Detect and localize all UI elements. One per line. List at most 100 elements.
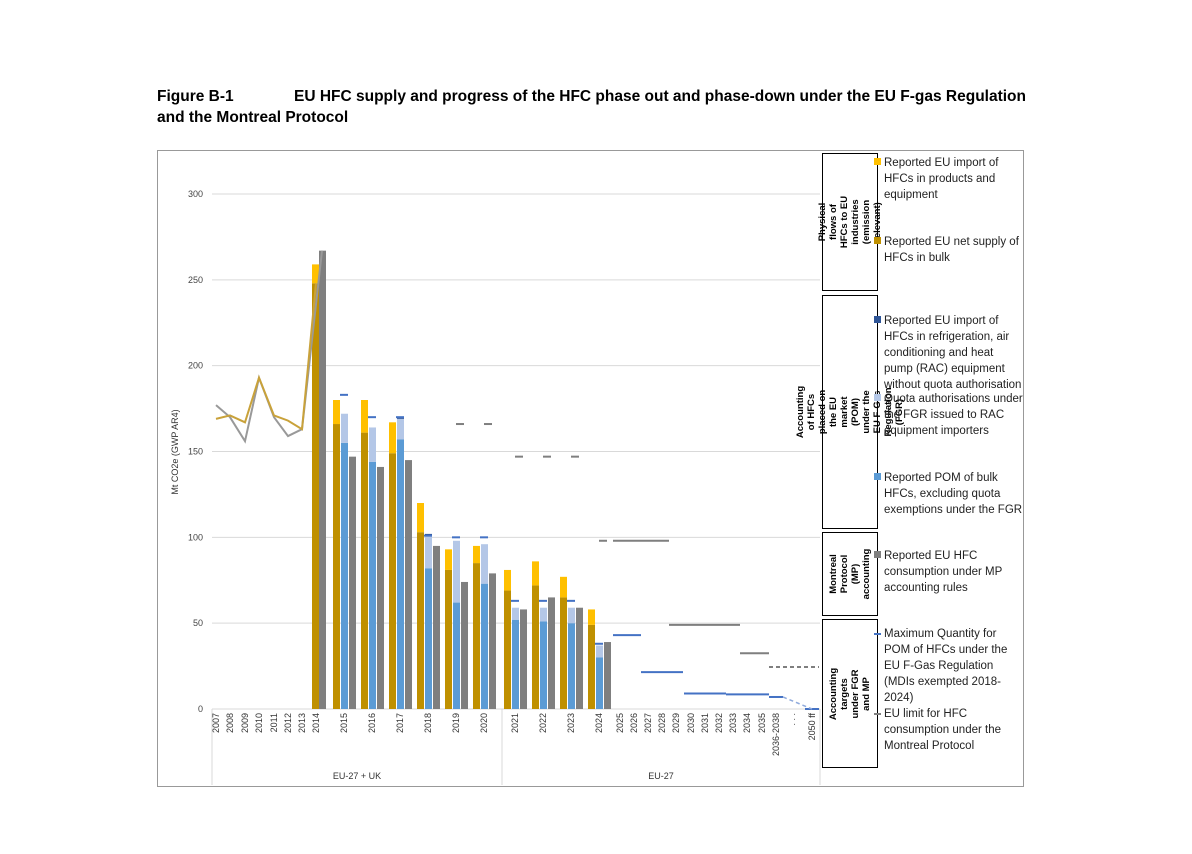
legend-group-targets: Accounting targets under FGR and MP	[822, 619, 878, 768]
x-tick-label: 2015	[339, 713, 349, 733]
bar-net-bulk	[560, 597, 567, 709]
bar-net-bulk	[333, 424, 340, 709]
figure-label: Figure B-1	[157, 88, 234, 105]
bar-import-products	[333, 400, 340, 425]
x-tick-label: 2007	[211, 713, 221, 733]
x-tick-label: 2018	[423, 713, 433, 733]
x-tick-label: 2008	[225, 713, 235, 733]
x-tick-label: 2023	[566, 713, 576, 733]
legend-label: Reported POM of bulk HFCs, excluding quo…	[884, 472, 1023, 516]
max-quantity-trend	[782, 696, 813, 710]
bar-mp-consumption	[576, 607, 583, 709]
bar-quota-auth	[540, 607, 547, 622]
y-tick-label: 250	[188, 275, 203, 285]
legend-label: EU limit for HFC consumption under the M…	[884, 708, 1001, 752]
bar-pom	[369, 461, 376, 709]
bar-net-bulk	[473, 563, 480, 709]
bar-quota-auth	[397, 418, 404, 440]
x-tick-label: 2034	[742, 713, 752, 733]
y-tick-label: 200	[188, 361, 203, 371]
x-tick-label: 2025	[615, 713, 625, 733]
bar-quota-auth	[481, 544, 488, 584]
legend-item-mp-limit: EU limit for HFC consumption under the M…	[874, 706, 1024, 754]
y-tick-label: 150	[188, 447, 203, 457]
x-tick-label: 2010	[254, 713, 264, 733]
x-tick-label: 2036-2038	[771, 713, 781, 756]
bar-net-bulk	[361, 432, 368, 709]
legend-group-physical: Physical flows of HFCs to EU industries …	[817, 153, 883, 291]
legend-swatch	[874, 237, 881, 244]
x-tick-label: 2013	[297, 713, 307, 733]
x-tick-label: . . .	[787, 713, 797, 726]
legend-item-pom: Reported POM of bulk HFCs, excluding quo…	[874, 470, 1024, 518]
figure-title: Figure B-1 EU HFC supply and progress of …	[157, 86, 1057, 128]
bar-net-bulk	[445, 569, 452, 709]
bar-pom	[568, 623, 575, 709]
region-label: EU-27	[648, 771, 674, 781]
legend-item-mp-consumption: Reported EU HFC consumption under MP acc…	[874, 548, 1024, 596]
bar-import-products	[473, 545, 480, 564]
bar-mp-consumption	[489, 573, 496, 709]
y-tick-label: 100	[188, 532, 203, 542]
bar-mp-consumption	[604, 642, 611, 709]
x-tick-label: 2035	[757, 713, 767, 733]
bar-quota-auth	[453, 540, 460, 603]
chart-frame	[157, 150, 1024, 787]
bar-import-products	[389, 422, 396, 454]
x-tick-label: 2019	[451, 713, 461, 733]
line-mp-consumption	[215, 250, 323, 444]
bar-mp-consumption	[461, 581, 468, 709]
bar-quota-auth	[568, 607, 575, 624]
legend-group-pom: Accounting of HFCs placed on the EU mark…	[795, 295, 905, 529]
bar-net-bulk	[588, 624, 595, 709]
legend-label: Reported EU import of HFCs in products a…	[884, 157, 999, 201]
x-tick-label: 2012	[283, 713, 293, 733]
bar-mp-consumption	[405, 460, 412, 709]
x-tick-label: 2029	[671, 713, 681, 733]
bar-import-products	[361, 400, 368, 433]
bar-import-products	[417, 503, 424, 533]
region-label: EU-27 + UK	[333, 771, 381, 781]
bar-quota-auth	[425, 535, 432, 569]
x-tick-label: 2009	[240, 713, 250, 733]
x-tick-label: 2021	[510, 713, 520, 733]
legend-label: Reported EU HFC consumption under MP acc…	[884, 550, 1003, 594]
bar-net-bulk	[504, 590, 511, 709]
bar-pom	[341, 442, 348, 709]
x-tick-label: 2030	[686, 713, 696, 733]
legend-swatch	[874, 316, 881, 323]
legend-item-rac-no-quota: Reported EU import of HFCs in refrigerat…	[874, 313, 1024, 393]
line-net-bulk	[215, 283, 317, 431]
x-tick-label: 2020	[479, 713, 489, 733]
legend-swatch	[874, 394, 881, 401]
bar-mp-consumption	[548, 597, 555, 709]
bar-pom	[512, 619, 519, 709]
bar-import-products	[445, 549, 452, 570]
bar-mp-consumption	[433, 545, 440, 709]
bar-import-products	[560, 576, 567, 598]
x-tick-label: 2028	[657, 713, 667, 733]
x-tick-label: 2022	[538, 713, 548, 733]
bar-net-bulk	[389, 453, 396, 709]
bar-mp-consumption	[349, 456, 356, 709]
x-tick-label: 2017	[395, 713, 405, 733]
legend-line	[874, 713, 881, 715]
bar-mp-consumption	[520, 609, 527, 709]
y-axis-label: Mt CO2e (GWP AR4)	[170, 409, 180, 494]
bar-quota-auth	[596, 645, 603, 658]
figure-title-text: EU HFC supply and progress of the HFC ph…	[157, 88, 1026, 126]
bar-quota-auth	[512, 607, 519, 620]
bar-pom	[481, 583, 488, 709]
bar-import-products	[588, 609, 595, 625]
legend-label: Maximum Quantity for POM of HFCs under t…	[884, 628, 1008, 704]
bar-pom	[540, 621, 547, 709]
y-tick-label: 0	[198, 704, 203, 714]
legend-group-label: Accounting targets under FGR and MP	[828, 667, 872, 720]
legend-label: Reported EU net supply of HFCs in bulk	[884, 236, 1019, 264]
legend-swatch	[874, 158, 881, 165]
x-tick-label: 2016	[367, 713, 377, 733]
bar-net-bulk	[417, 532, 424, 709]
bar-quota-auth	[341, 413, 348, 443]
legend-item-import-products: Reported EU import of HFCs in products a…	[874, 155, 1024, 203]
